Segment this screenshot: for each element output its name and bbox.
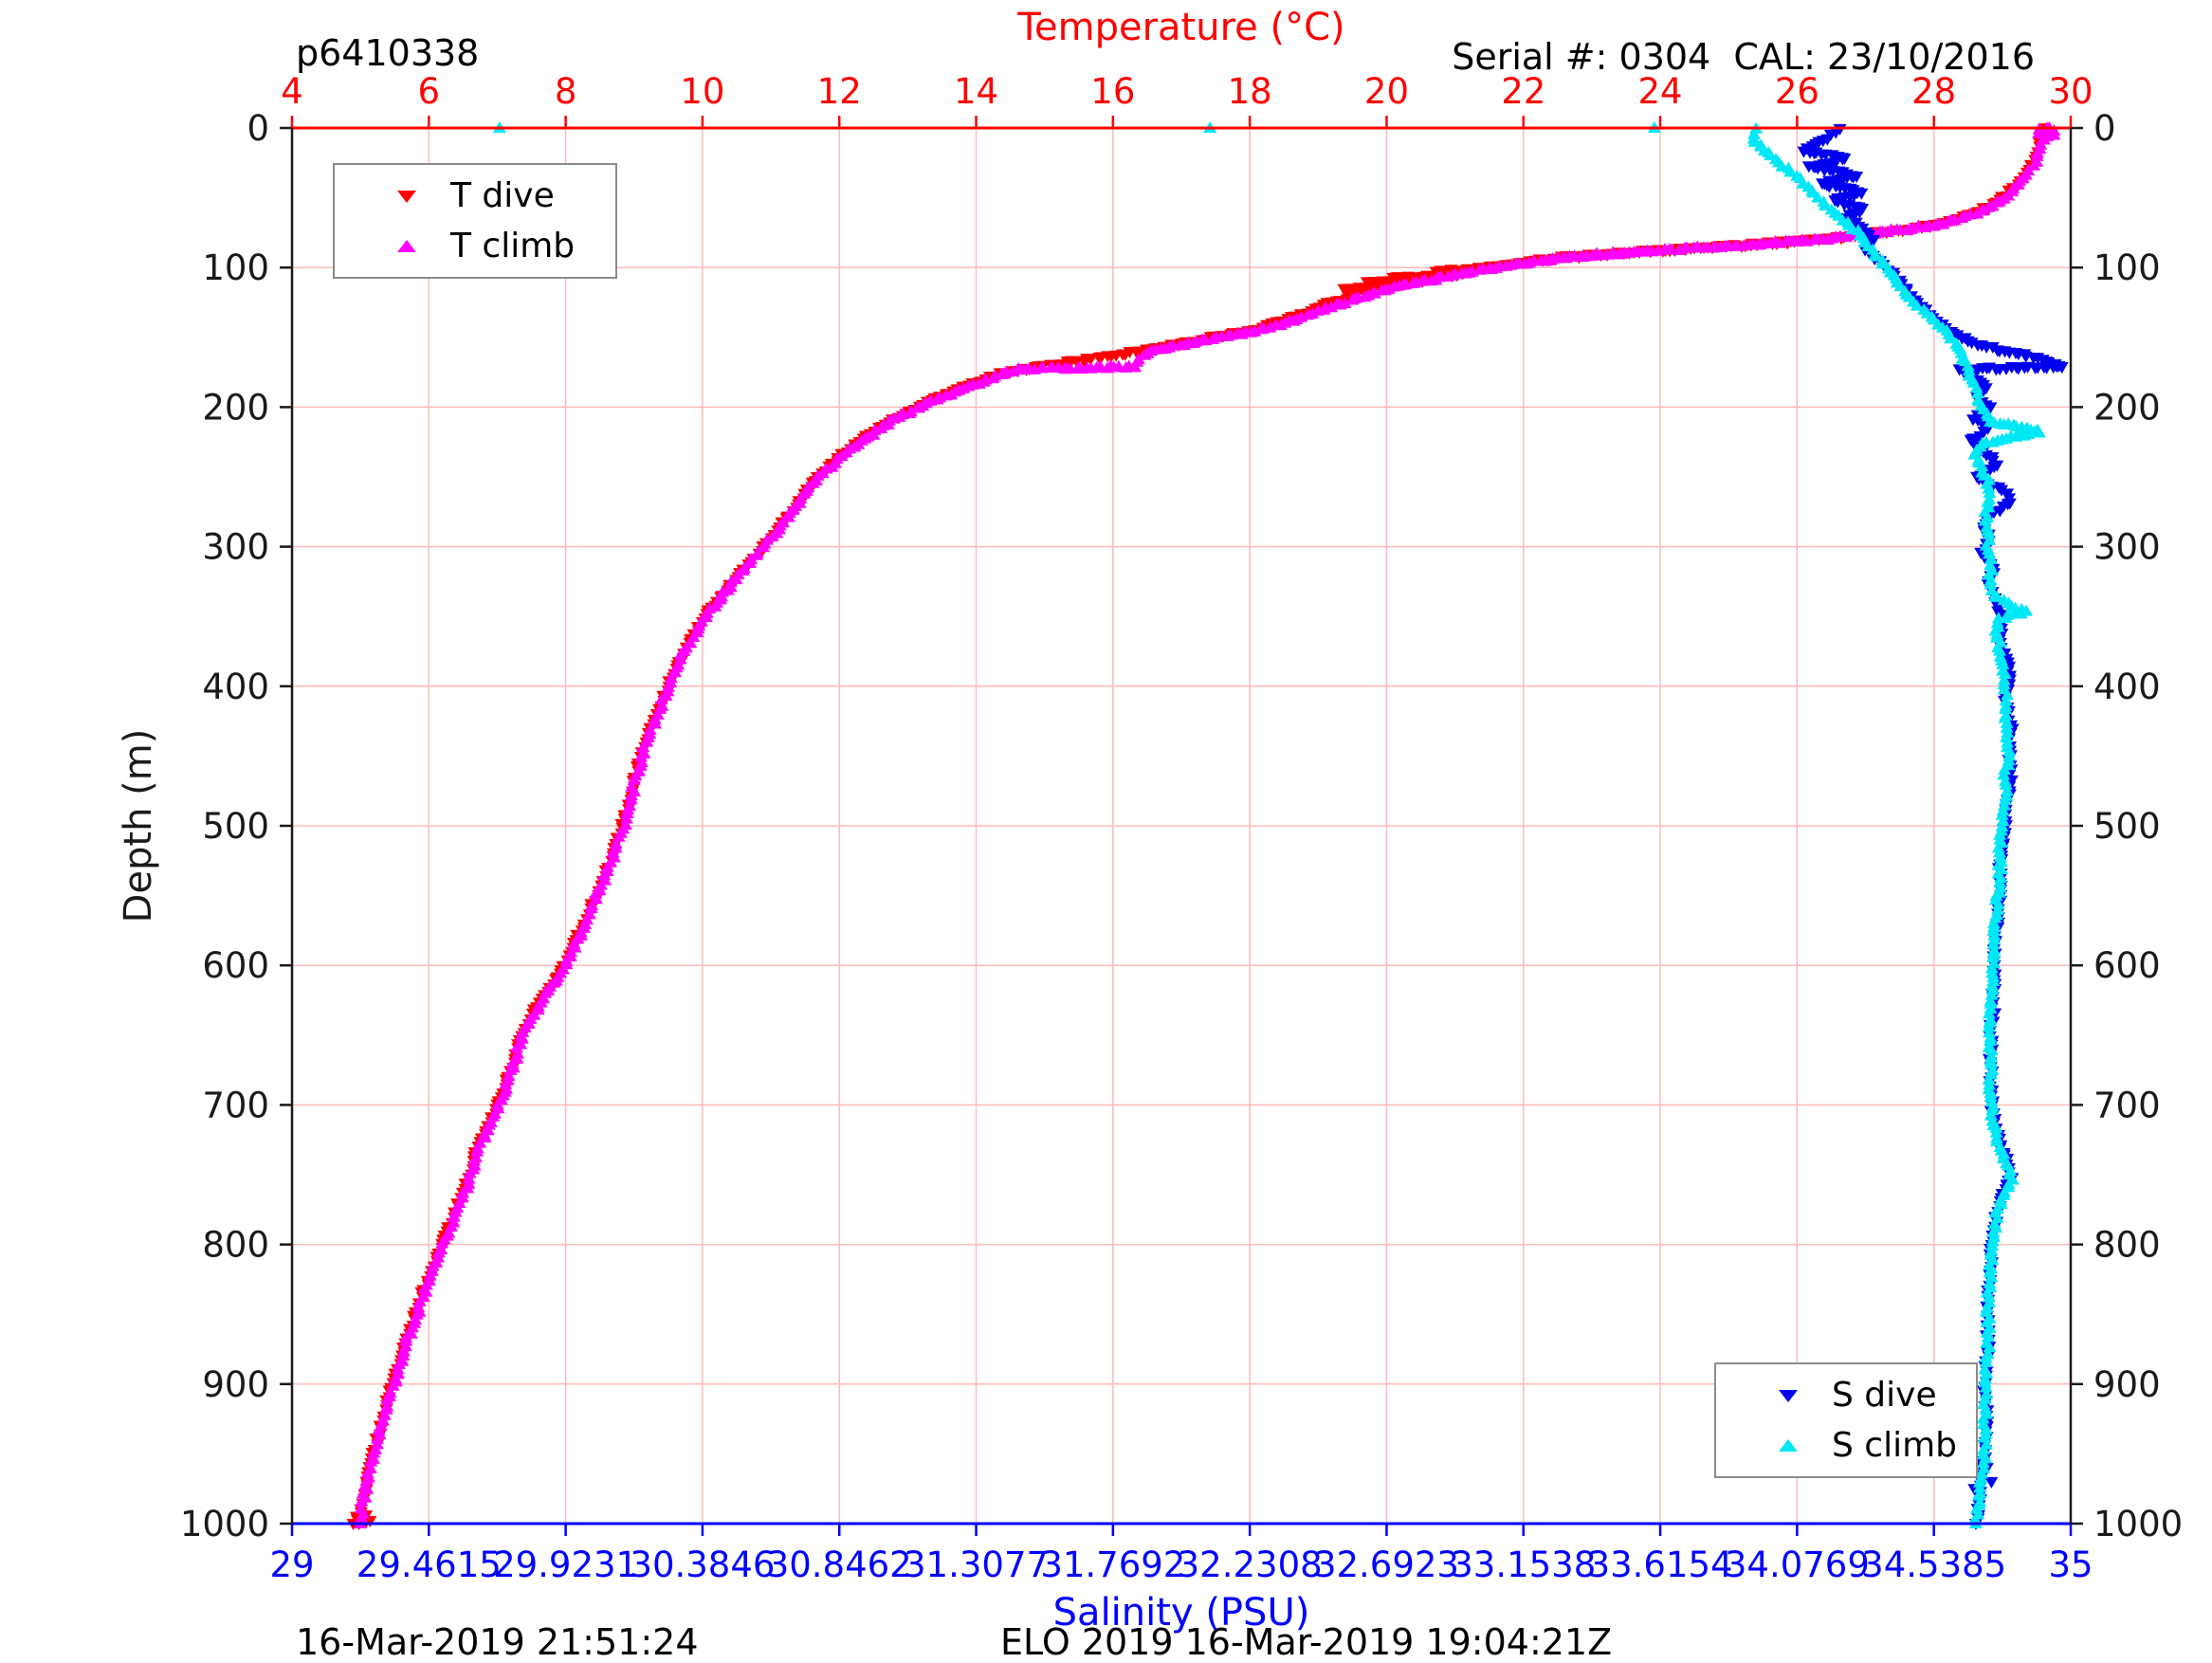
svg-text:800: 800 xyxy=(2093,1225,2161,1266)
legend-salinity: S dive S climb xyxy=(1714,1362,1978,1478)
svg-text:1000: 1000 xyxy=(180,1504,269,1544)
temperature-axis-label: Temperature (°C) xyxy=(1017,6,1345,49)
series-t-dive xyxy=(346,123,2052,1530)
legend-item-t-climb: T climb xyxy=(335,227,615,265)
svg-text:30.3846: 30.3846 xyxy=(630,1544,775,1585)
svg-text:33.6154: 33.6154 xyxy=(1588,1544,1733,1585)
svg-text:700: 700 xyxy=(2093,1085,2161,1125)
svg-text:34.0769: 34.0769 xyxy=(1725,1544,1870,1585)
legend-label-t-dive: T dive xyxy=(450,176,555,215)
tick-labels: 4 6 8 10 12 14 16 18 20 22 24 26 28 30 29 29.461529.923… xyxy=(180,71,2183,1585)
svg-text:31.3077: 31.3077 xyxy=(904,1544,1049,1585)
svg-text:200: 200 xyxy=(202,387,269,428)
svg-text:300: 300 xyxy=(202,527,269,568)
triangle-up-icon xyxy=(1779,1438,1798,1452)
svg-text:0: 0 xyxy=(247,108,269,149)
mission-timestamp: ELO 2019 16-Mar-2019 19:04:21Z xyxy=(1000,1621,1613,1663)
svg-text:34.5385: 34.5385 xyxy=(1861,1544,2006,1585)
svg-text:31.7692: 31.7692 xyxy=(1040,1544,1185,1585)
svg-text:30.8462: 30.8462 xyxy=(767,1544,912,1585)
tick-marks xyxy=(280,116,2083,1536)
svg-text:900: 900 xyxy=(2093,1364,2161,1405)
svg-text:6: 6 xyxy=(418,71,441,112)
series-t-climb xyxy=(354,121,2061,1528)
svg-text:22: 22 xyxy=(1501,71,1545,112)
triangle-up-icon xyxy=(397,239,416,252)
legend-item-t-dive: T dive xyxy=(335,176,615,215)
svg-text:14: 14 xyxy=(954,71,998,112)
serial-cal-label: Serial #: 0304 CAL: 23/10/2016 xyxy=(1452,36,2035,78)
svg-text:28: 28 xyxy=(1911,71,1956,112)
svg-text:16: 16 xyxy=(1090,71,1135,112)
data-markers xyxy=(346,121,2069,1530)
svg-text:1000: 1000 xyxy=(2093,1504,2183,1544)
float-id-label: p6410338 xyxy=(296,32,480,74)
svg-text:400: 400 xyxy=(202,667,269,707)
svg-text:32.2308: 32.2308 xyxy=(1178,1544,1323,1585)
svg-text:300: 300 xyxy=(2093,527,2161,568)
salinity-axis-label: Salinity (PSU) xyxy=(1052,1591,1310,1635)
svg-text:400: 400 xyxy=(2093,667,2161,707)
svg-text:29.4615: 29.4615 xyxy=(356,1544,502,1585)
svg-text:0: 0 xyxy=(2093,108,2116,149)
svg-text:500: 500 xyxy=(2093,806,2161,847)
svg-text:30: 30 xyxy=(2048,71,2093,112)
legend-item-s-dive: S dive xyxy=(1716,1376,1976,1415)
svg-text:900: 900 xyxy=(202,1364,269,1405)
svg-text:100: 100 xyxy=(202,247,269,288)
svg-text:8: 8 xyxy=(555,71,577,112)
triangle-down-icon xyxy=(397,190,416,203)
legend-label-s-climb: S climb xyxy=(1832,1426,1958,1465)
svg-text:32.6923: 32.6923 xyxy=(1314,1544,1459,1585)
svg-text:200: 200 xyxy=(2093,387,2161,428)
depth-axis-label: Depth (m) xyxy=(117,728,160,923)
legend-label-s-dive: S dive xyxy=(1832,1376,1937,1415)
svg-text:26: 26 xyxy=(1775,71,1819,112)
svg-text:500: 500 xyxy=(202,806,269,847)
svg-text:24: 24 xyxy=(1638,71,1683,112)
svg-text:10: 10 xyxy=(680,71,724,112)
svg-text:12: 12 xyxy=(817,71,862,112)
svg-text:18: 18 xyxy=(1228,71,1272,112)
svg-text:4: 4 xyxy=(281,71,303,112)
legend-label-t-climb: T climb xyxy=(450,227,576,265)
dive-timestamp: 16-Mar-2019 21:51:24 xyxy=(296,1621,699,1663)
legend-temperature: T dive T climb xyxy=(333,163,617,279)
svg-text:600: 600 xyxy=(202,945,269,986)
svg-text:800: 800 xyxy=(202,1225,269,1266)
svg-text:600: 600 xyxy=(2093,945,2161,986)
svg-text:29.9231: 29.9231 xyxy=(493,1544,638,1585)
svg-text:35: 35 xyxy=(2048,1544,2093,1585)
svg-text:100: 100 xyxy=(2093,247,2161,288)
legend-item-s-climb: S climb xyxy=(1716,1426,1976,1465)
triangle-down-icon xyxy=(1779,1389,1798,1402)
svg-text:700: 700 xyxy=(202,1085,269,1125)
svg-text:20: 20 xyxy=(1364,71,1409,112)
series-s-climb xyxy=(492,121,2046,1528)
series-s-dive xyxy=(1797,123,2069,1530)
svg-text:33.1538: 33.1538 xyxy=(1451,1544,1596,1585)
svg-text:29: 29 xyxy=(269,1544,314,1585)
